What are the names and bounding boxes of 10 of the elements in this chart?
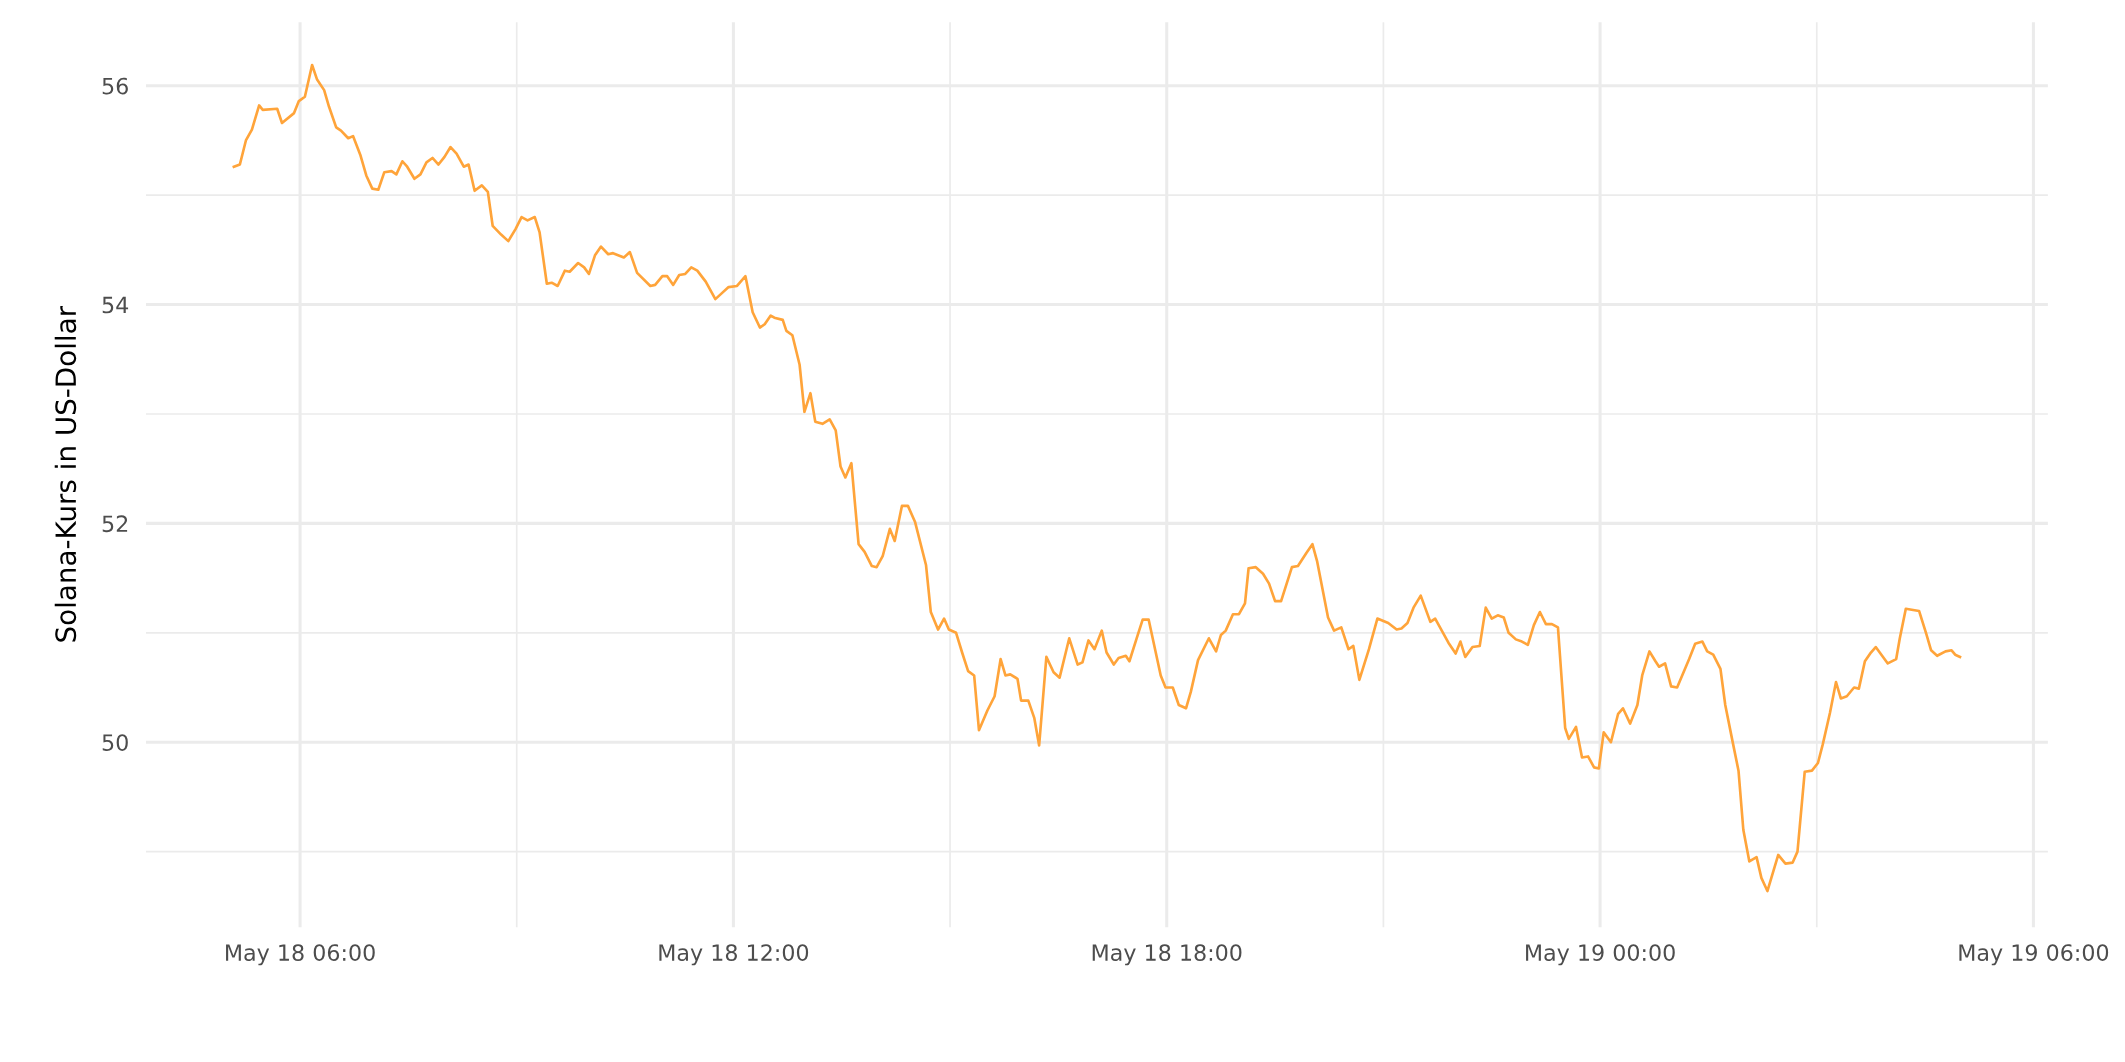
x-tick-label: May 19 06:00 [1959, 944, 2109, 966]
y-tick-label: 50 [102, 734, 128, 751]
y-tick-label: 54 [102, 296, 129, 314]
y-tick-label: 52 [102, 515, 128, 533]
x-tick-label: May 18 12:00 [659, 944, 809, 966]
y-axis-title: Solana-Kurs in US-Dollar [54, 305, 77, 642]
x-tick-label: May 18 18:00 [1092, 944, 1242, 966]
x-tick-label: May 19 00:00 [1526, 944, 1675, 966]
x-tick-label: May 18 06:00 [226, 944, 375, 966]
y-tick-label: 56 [102, 77, 128, 95]
